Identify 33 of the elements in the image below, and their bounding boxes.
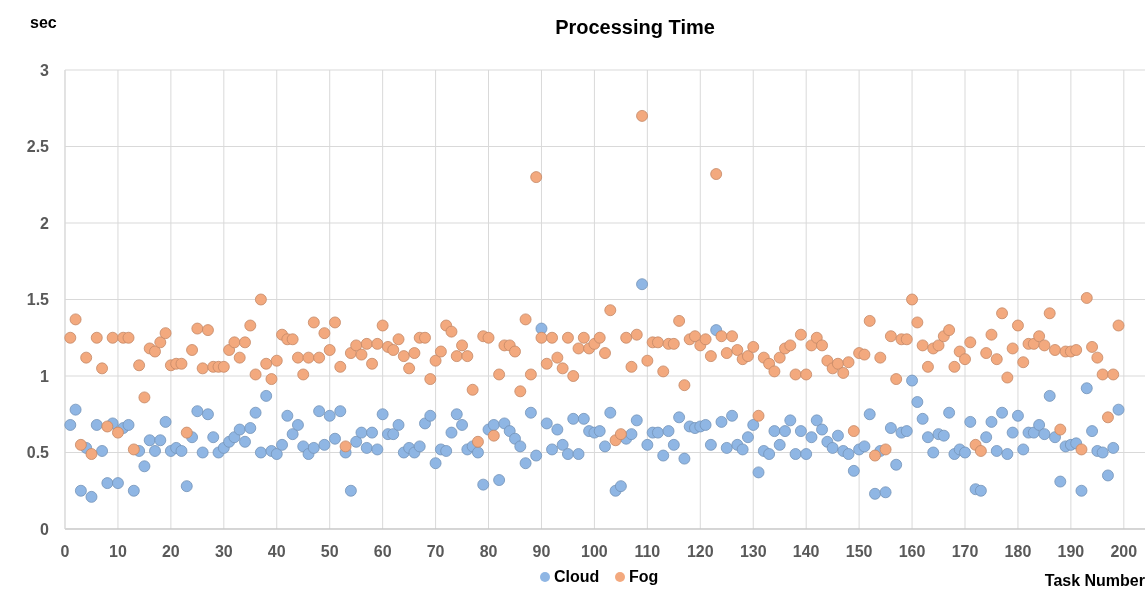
y-tick-label: 3: [40, 61, 50, 79]
x-tick-label: 130: [739, 543, 767, 560]
y-tick-label: 0.5: [26, 444, 50, 462]
y-tick-label: 2: [40, 214, 50, 232]
x-tick-label: 150: [845, 543, 873, 560]
x-tick-label: 120: [686, 543, 714, 560]
x-tick-label: 50: [320, 543, 339, 560]
x-tick-label: 110: [634, 543, 661, 560]
y-axis-title: sec: [30, 14, 57, 31]
x-tick-label: 190: [1057, 543, 1085, 560]
x-tick-label: 180: [1004, 543, 1032, 560]
y-tick-label: 1.5: [26, 291, 50, 309]
x-tick-label: 100: [581, 543, 608, 560]
x-tick-label: 70: [426, 543, 445, 560]
x-tick-label: 90: [532, 543, 551, 560]
x-tick-label: 20: [161, 543, 180, 560]
x-tick-label: 0: [60, 543, 70, 560]
x-axis-title: Task Number: [1044, 572, 1145, 589]
x-tick-label: 60: [373, 543, 392, 560]
x-tick-label: 40: [267, 543, 286, 560]
x-tick-label: 170: [951, 543, 979, 560]
y-tick-label: 0: [40, 520, 50, 538]
y-tick-label: 1: [40, 367, 50, 385]
y-tick-label: 2.5: [26, 138, 50, 156]
x-tick-label: 140: [792, 543, 820, 560]
legend-label: Fog: [629, 568, 659, 585]
x-tick-label: 30: [214, 543, 233, 560]
x-tick-label: 80: [479, 543, 498, 560]
legend-label: Cloud: [554, 568, 600, 585]
x-tick-label: 200: [1110, 543, 1138, 560]
x-tick-label: 10: [109, 543, 127, 560]
x-tick-label: 160: [898, 543, 926, 560]
chart-title: Processing Time: [555, 16, 715, 38]
